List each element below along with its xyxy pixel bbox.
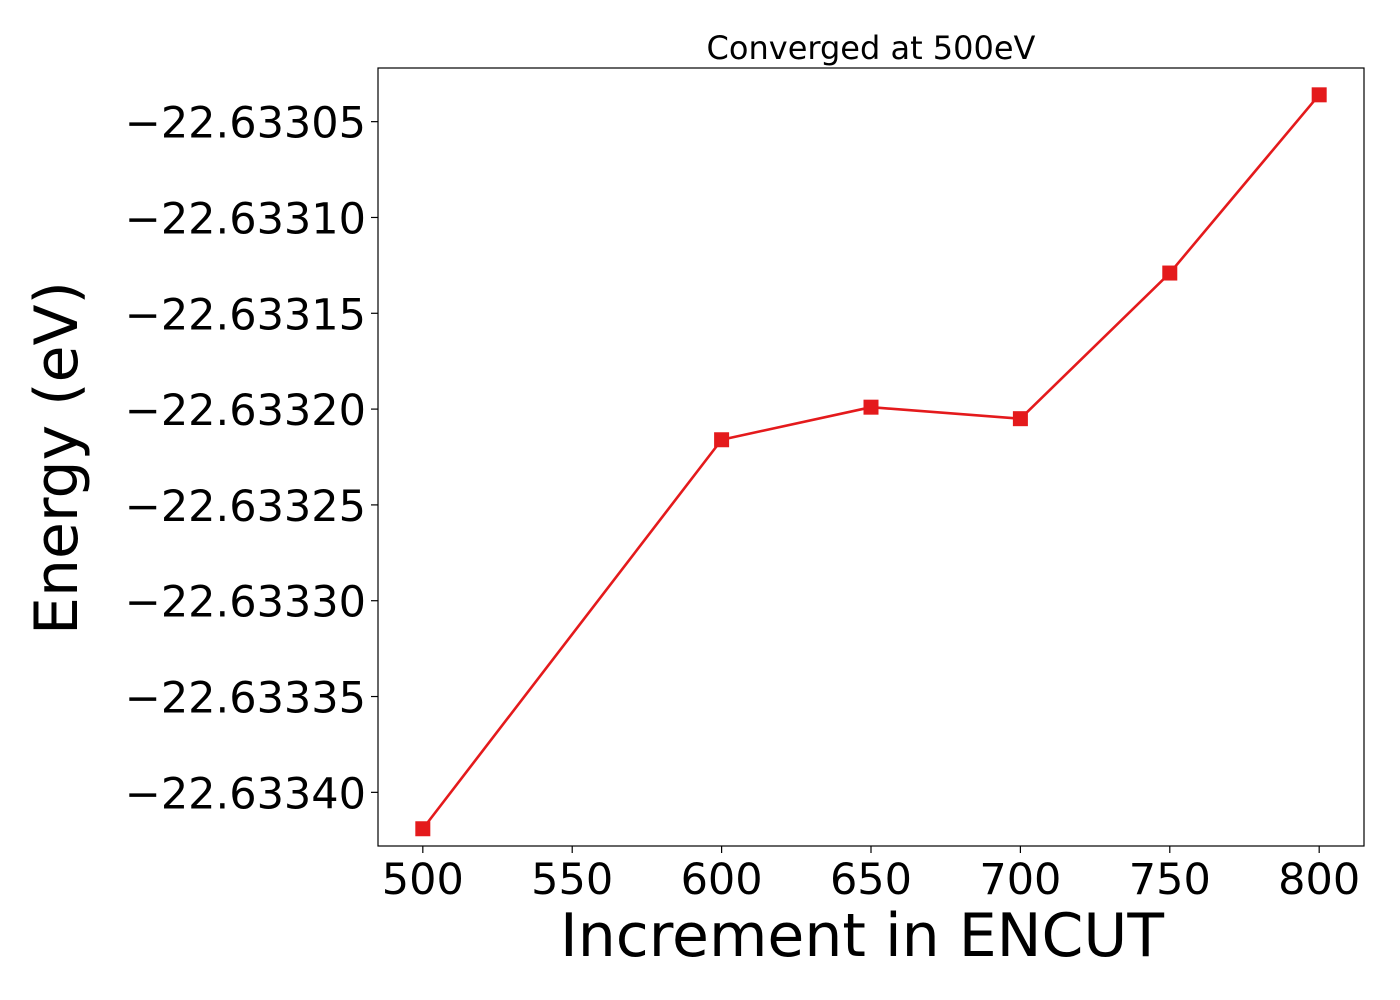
y-tick-label: −22.63310: [125, 194, 366, 244]
x-tick-label: 750: [1129, 855, 1211, 905]
data-point-marker: [863, 399, 879, 415]
data-point-marker: [714, 432, 730, 448]
plot-area: 500 550 600 650 700 750 800 −22.63340 −22.63335 −…: [125, 67, 1365, 905]
series-line: [421, 93, 1321, 830]
plot-frame: [377, 67, 1365, 847]
x-tick-label: 650: [830, 855, 912, 905]
y-tick-label: −22.63320: [125, 386, 366, 436]
y-tick-label: −22.63340: [125, 769, 366, 819]
y-axis-title: Energy (eV): [22, 281, 92, 635]
y-tick-label: −22.63330: [125, 578, 366, 628]
y-tick-label: −22.63305: [125, 99, 366, 149]
chart-title: Converged at 500eV: [707, 29, 1036, 67]
data-point-marker: [415, 821, 431, 837]
y-tick-label: −22.63325: [125, 482, 366, 532]
y-tick-label: −22.63315: [125, 290, 366, 340]
x-axis-title: Increment in ENCUT: [560, 901, 1164, 971]
y-tick-label: −22.63335: [125, 674, 366, 724]
data-point-marker: [1012, 411, 1028, 427]
x-tick-label: 600: [681, 855, 763, 905]
data-point-marker: [1162, 265, 1178, 281]
x-tick-label: 800: [1278, 855, 1360, 905]
x-tick-label: 700: [979, 855, 1061, 905]
data-point-marker: [1311, 87, 1327, 103]
x-tick-label: 500: [382, 855, 464, 905]
x-tick-label: 550: [531, 855, 613, 905]
